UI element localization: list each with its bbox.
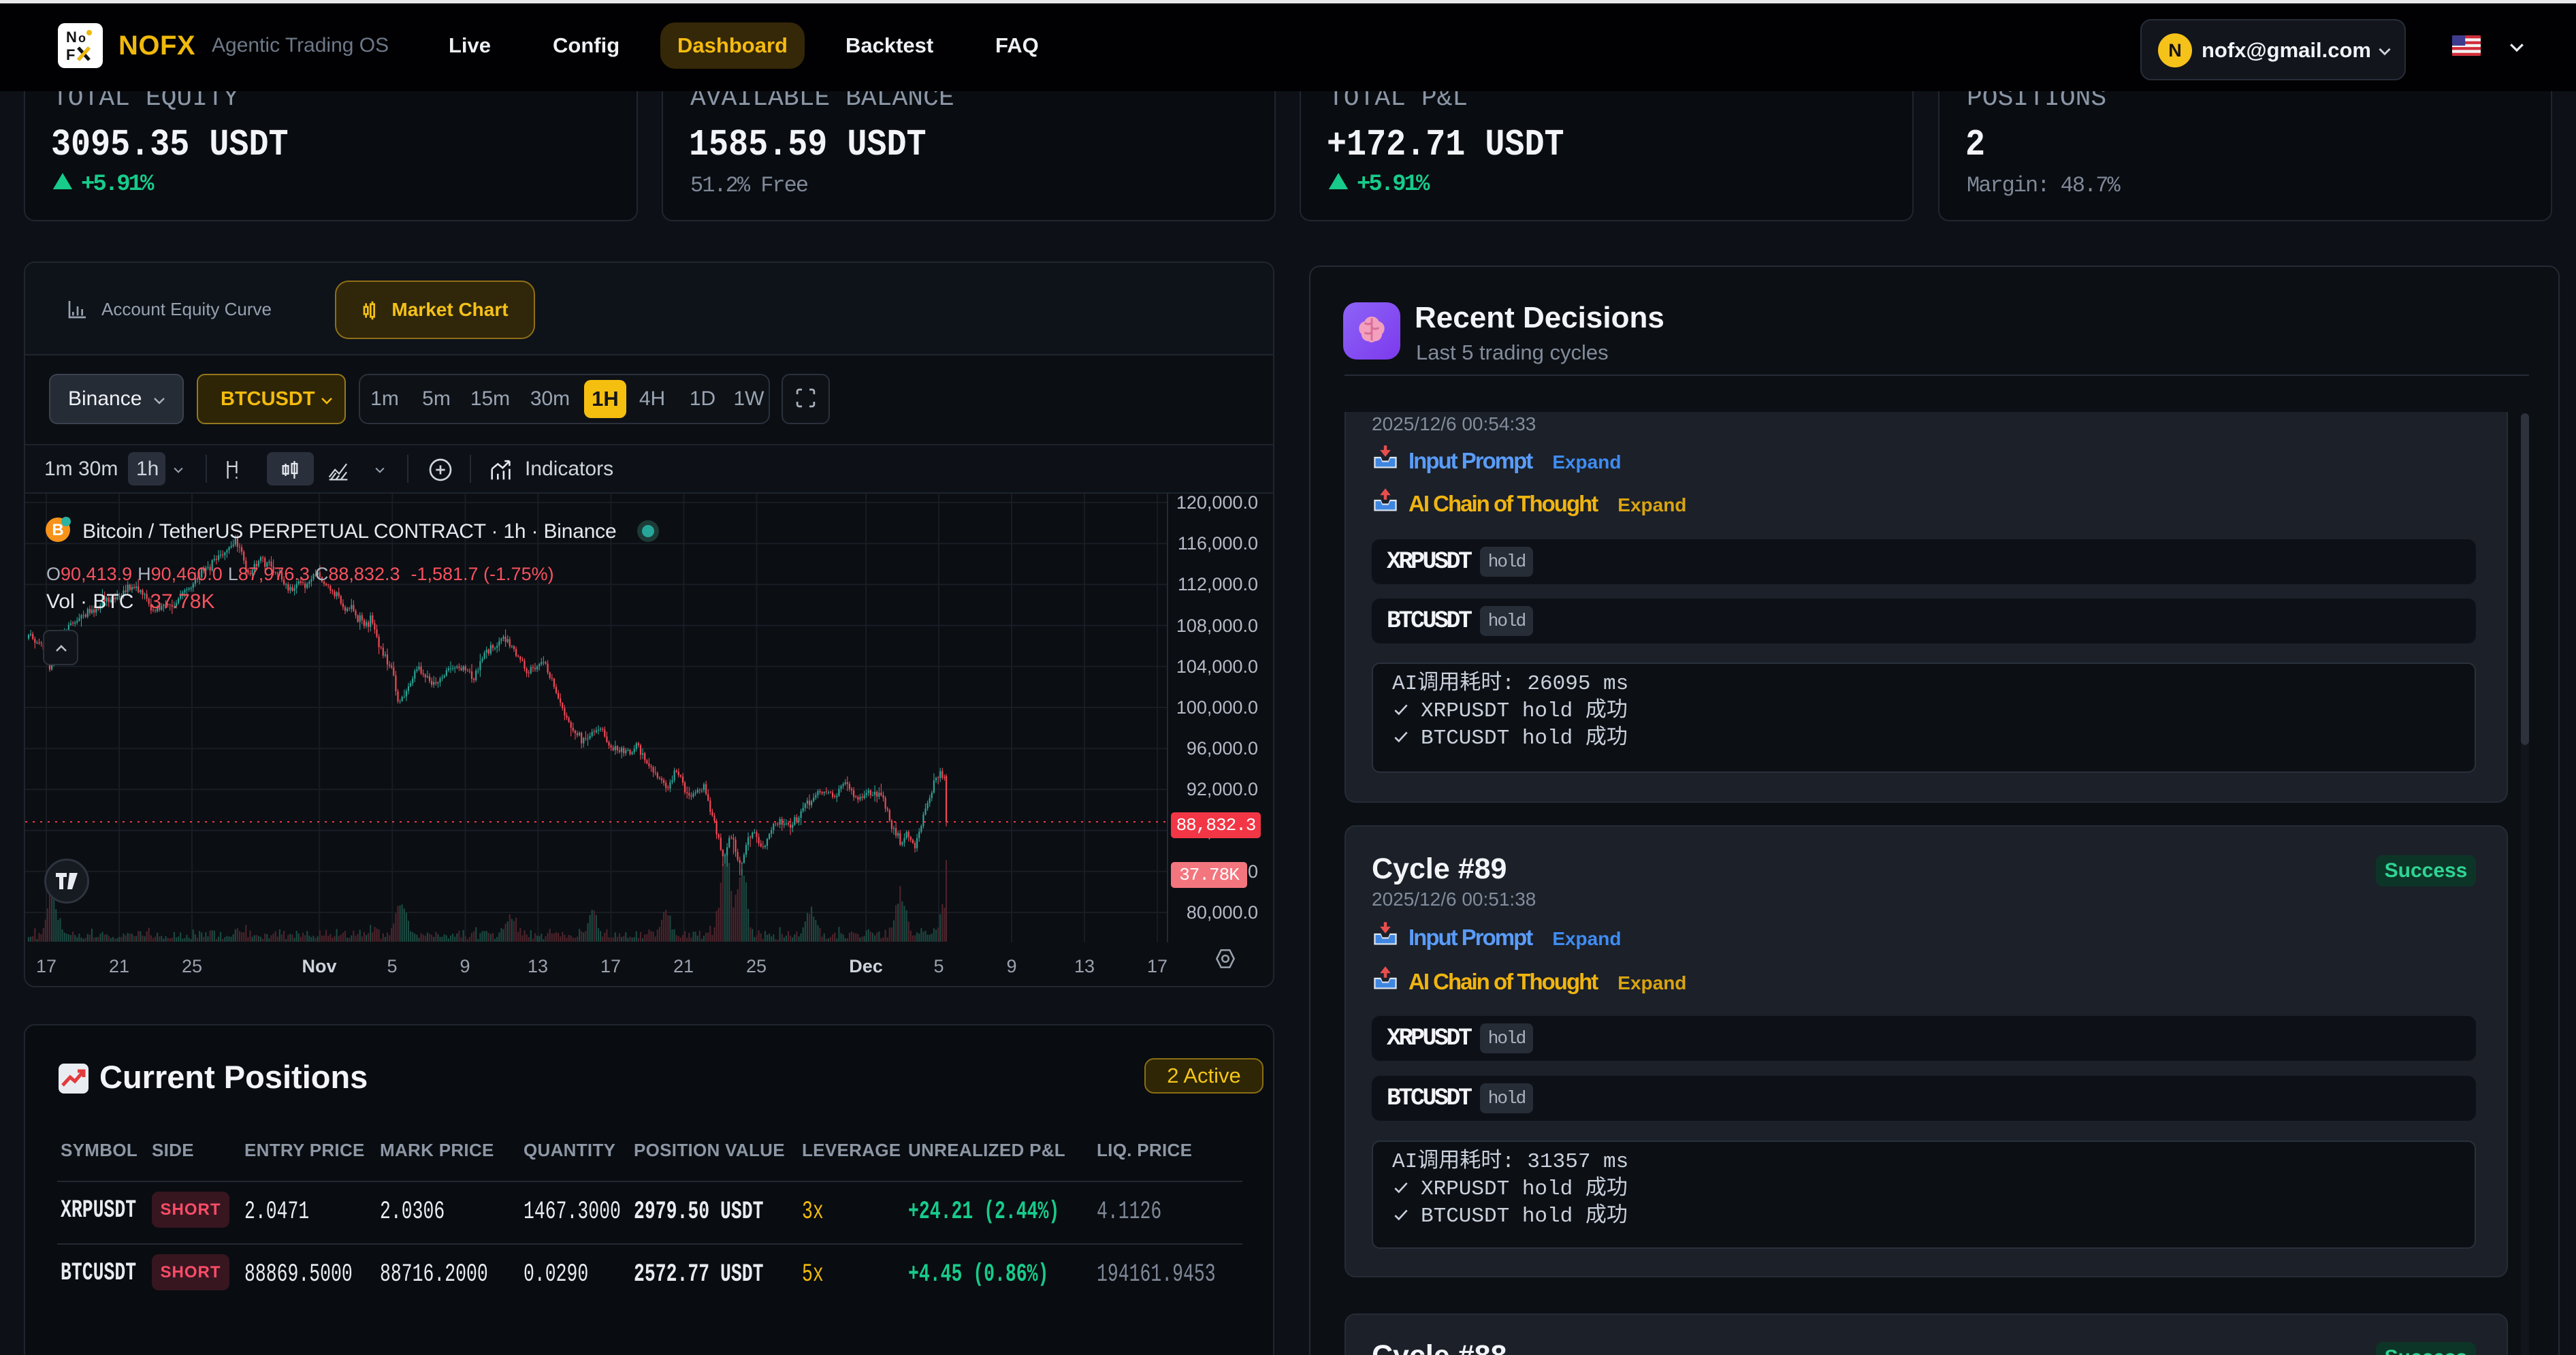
svg-text:N: N — [66, 29, 77, 46]
svg-text:B: B — [52, 521, 63, 539]
svg-text:o: o — [78, 31, 86, 45]
svg-text:F: F — [66, 46, 75, 63]
